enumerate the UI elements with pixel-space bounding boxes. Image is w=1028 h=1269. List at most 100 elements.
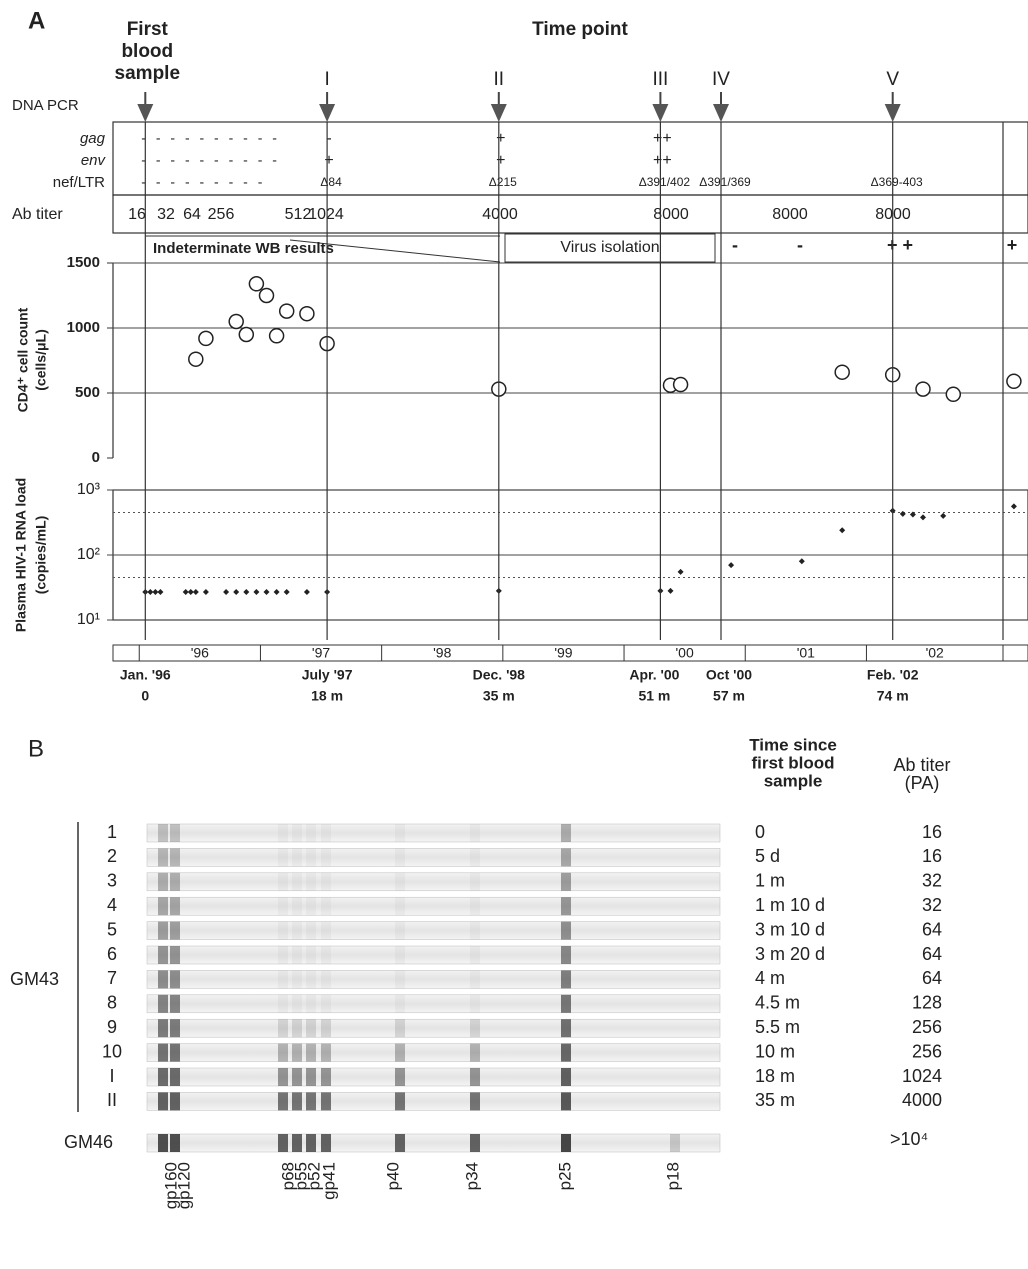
blot-band <box>170 824 180 842</box>
lane-label: 4 <box>107 895 117 915</box>
blot-band <box>292 848 302 866</box>
year-label: '99 <box>554 645 572 661</box>
blot-band <box>278 995 288 1013</box>
lane-label: 6 <box>107 944 117 964</box>
virus-isolation-label: Virus isolation <box>560 239 659 256</box>
lane-titer: 64 <box>922 968 942 988</box>
blot-band <box>561 1044 571 1062</box>
y-axis-title: Plasma HIV-1 RNA load <box>13 478 29 632</box>
lane-titer: 128 <box>912 993 942 1013</box>
date-label: Feb. '02 <box>867 667 919 683</box>
blot-band <box>470 946 480 964</box>
blot-band <box>158 848 168 866</box>
blot-band <box>292 1044 302 1062</box>
blot-band <box>306 946 316 964</box>
blot-band <box>561 995 571 1013</box>
lane-time: 18 m <box>755 1066 795 1086</box>
lane-label: 5 <box>107 919 117 939</box>
lane-titer: 64 <box>922 919 942 939</box>
rna-point <box>157 589 163 595</box>
band-label: gp120 <box>174 1162 193 1209</box>
lane-time: 1 m <box>755 871 785 891</box>
elapsed-label: 18 m <box>311 688 343 704</box>
blot-band <box>170 970 180 988</box>
lane-titer: 64 <box>922 944 942 964</box>
blot-band <box>470 995 480 1013</box>
blot-band <box>158 1044 168 1062</box>
blot-strip <box>147 946 720 964</box>
cd4-point <box>249 277 263 291</box>
rna-point <box>223 589 229 595</box>
blot-band <box>292 970 302 988</box>
elapsed-label: 51 m <box>638 688 670 704</box>
blot-strip <box>147 1134 720 1152</box>
pcr-result: - - - - - - - - - - <box>141 152 280 168</box>
y-axis-title: CD4⁺ cell count <box>15 307 31 412</box>
blot-band <box>321 995 331 1013</box>
titer-header: Ab titer <box>893 755 950 775</box>
elapsed-label: 74 m <box>877 688 909 704</box>
blot-band <box>561 824 571 842</box>
rna-point <box>799 558 805 564</box>
arrow-head <box>137 104 153 122</box>
blot-band <box>470 1044 480 1062</box>
blot-band <box>170 1134 180 1152</box>
blot-band <box>158 922 168 940</box>
lane-label: 3 <box>107 871 117 891</box>
blot-band <box>321 946 331 964</box>
blot-band <box>321 970 331 988</box>
time-point-label: I <box>324 69 329 90</box>
rna-point <box>203 589 209 595</box>
date-label: July '97 <box>302 667 353 683</box>
lane-time: 4 m <box>755 968 785 988</box>
lane-time: 4.5 m <box>755 993 800 1013</box>
blot-band <box>278 922 288 940</box>
blot-band <box>306 824 316 842</box>
ab-titer-value: 16 <box>128 206 146 223</box>
blot-band <box>395 1019 405 1037</box>
rna-point <box>284 589 290 595</box>
cd4-point <box>946 387 960 401</box>
rna-point <box>900 511 906 517</box>
blot-band <box>170 1092 180 1110</box>
rna-point <box>264 589 270 595</box>
lane-label: 8 <box>107 993 117 1013</box>
blot-band <box>561 897 571 915</box>
blot-band <box>158 1092 168 1110</box>
blot-strip <box>147 1068 720 1086</box>
blot-band <box>306 970 316 988</box>
pcr-result: Δ215 <box>489 175 517 189</box>
blot-band <box>292 995 302 1013</box>
blot-band <box>170 1044 180 1062</box>
blot-strip <box>147 1044 720 1062</box>
y-tick-label: 500 <box>75 384 100 401</box>
rna-point <box>940 513 946 519</box>
rna-point <box>304 589 310 595</box>
blot-band <box>306 922 316 940</box>
year-label: '96 <box>191 645 209 661</box>
blot-band <box>158 897 168 915</box>
lane-titer: 32 <box>922 895 942 915</box>
blot-band <box>561 873 571 891</box>
time-point-label: V <box>886 69 899 90</box>
blot-strip <box>147 824 720 842</box>
titer-header: (PA) <box>905 773 940 793</box>
cd4-point <box>229 315 243 329</box>
first-sample-label: First <box>127 19 169 40</box>
blot-band <box>561 970 571 988</box>
blot-band <box>292 1019 302 1037</box>
time-point-label: II <box>494 69 505 90</box>
blot-band <box>306 1092 316 1110</box>
blot-band <box>158 873 168 891</box>
cd4-point <box>674 378 688 392</box>
cd4-point <box>280 304 294 318</box>
blot-band <box>470 1019 480 1037</box>
blot-band <box>158 1134 168 1152</box>
pcr-result: + <box>496 152 505 169</box>
blot-band <box>278 897 288 915</box>
rna-point <box>233 589 239 595</box>
blot-band <box>306 995 316 1013</box>
blot-band <box>278 970 288 988</box>
ab-titer-value: 1024 <box>308 206 344 223</box>
y-tick-label: 0 <box>92 449 100 466</box>
